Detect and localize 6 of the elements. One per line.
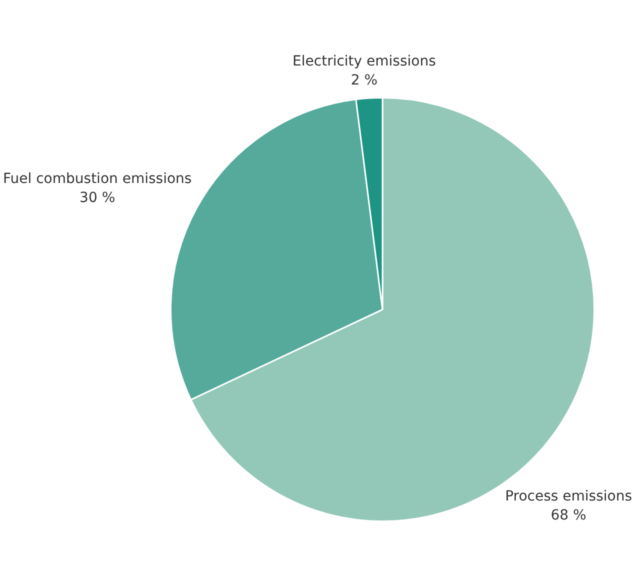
slice-label: Fuel combustion emissions — [3, 170, 192, 187]
slice-label: Electricity emissions — [292, 53, 436, 70]
data-label: 2 % — [350, 72, 378, 88]
data-label: 68 % — [550, 508, 586, 524]
data-label: 30 % — [80, 190, 116, 206]
slice-label: Process emissions — [505, 488, 632, 505]
